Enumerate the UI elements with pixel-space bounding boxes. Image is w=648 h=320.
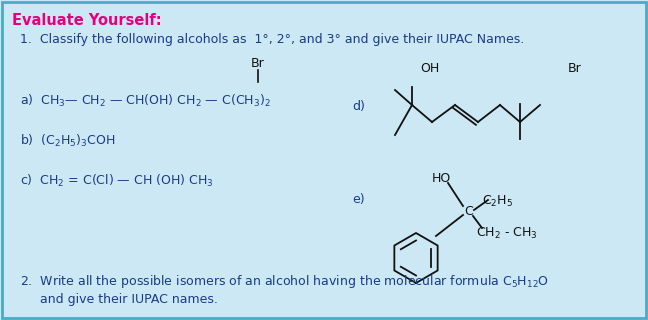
Text: OH: OH xyxy=(421,62,439,75)
Text: Br: Br xyxy=(568,62,582,75)
Text: a)  CH$_3$— CH$_2$ — CH(OH) CH$_2$ — C(CH$_3$)$_2$: a) CH$_3$— CH$_2$ — CH(OH) CH$_2$ — C(CH… xyxy=(20,93,271,109)
Text: b)  (C$_2$H$_5$)$_3$COH: b) (C$_2$H$_5$)$_3$COH xyxy=(20,133,115,149)
Text: and give their IUPAC names.: and give their IUPAC names. xyxy=(20,293,218,306)
Text: CH$_2$ - CH$_3$: CH$_2$ - CH$_3$ xyxy=(476,226,538,241)
Text: C: C xyxy=(464,205,473,218)
Text: 2.  Write all the possible isomers of an alcohol having the molecular formula C$: 2. Write all the possible isomers of an … xyxy=(20,273,549,290)
Text: e): e) xyxy=(352,193,365,206)
Text: C$_2$H$_5$: C$_2$H$_5$ xyxy=(482,194,513,209)
Text: Evaluate Yourself:: Evaluate Yourself: xyxy=(12,13,161,28)
Text: d): d) xyxy=(352,100,365,113)
Text: 1.  Classify the following alcohols as  1°, 2°, and 3° and give their IUPAC Name: 1. Classify the following alcohols as 1°… xyxy=(20,33,524,46)
Text: c)  CH$_2$ = C(Cl) — CH (OH) CH$_3$: c) CH$_2$ = C(Cl) — CH (OH) CH$_3$ xyxy=(20,173,214,189)
Text: HO: HO xyxy=(432,172,451,185)
Text: Br: Br xyxy=(251,57,265,70)
